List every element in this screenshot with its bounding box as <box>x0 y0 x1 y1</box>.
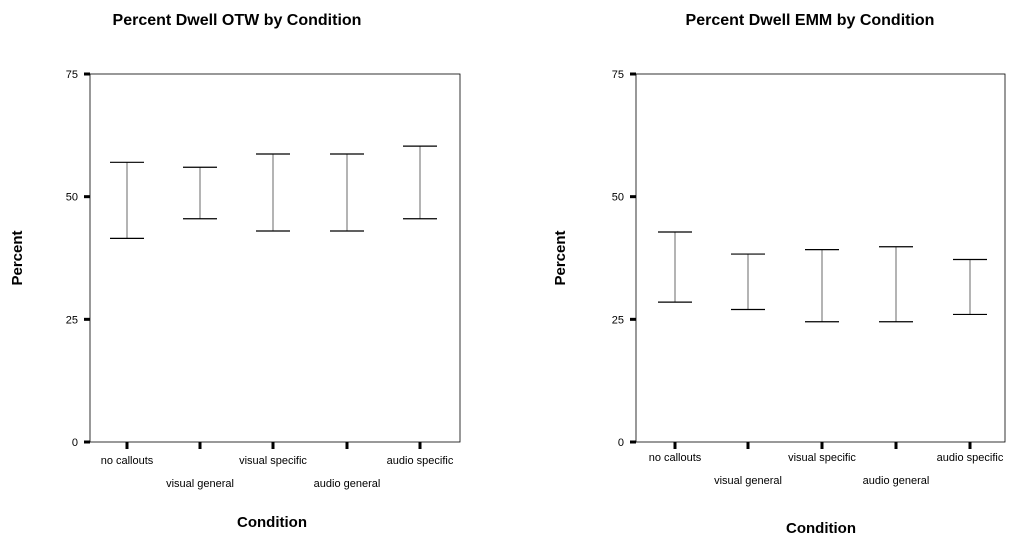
y-axis-ticks: 0 25 50 75 <box>612 69 636 449</box>
y-axis-title: Percent <box>552 230 569 285</box>
error-bar <box>330 153 364 232</box>
x-axis-title: Condition <box>786 520 856 537</box>
y-tick-label: 25 <box>66 314 78 326</box>
error-bar <box>953 258 987 316</box>
x-axis-ticks: no callouts visual general visual specific… <box>649 442 1004 487</box>
y-tick-label: 75 <box>612 69 624 81</box>
error-bar <box>658 231 692 303</box>
y-tick-label: 0 <box>618 437 624 449</box>
error-bars <box>658 231 987 323</box>
x-tick-label: visual general <box>714 475 782 487</box>
error-bar <box>879 246 913 323</box>
y-axis-title: Percent <box>9 230 26 285</box>
chart-otw: Percent Dwell OTW by Condition Percent C… <box>9 12 461 531</box>
x-tick-label: audio general <box>863 475 930 487</box>
error-bar <box>256 153 290 232</box>
error-bar <box>183 166 217 220</box>
chart-title: Percent Dwell EMM by Condition <box>686 12 935 29</box>
y-tick-label: 0 <box>72 437 78 449</box>
y-tick-label: 50 <box>612 192 624 204</box>
x-tick-label: audio specific <box>937 452 1004 464</box>
x-axis-title: Condition <box>237 514 307 531</box>
x-tick-label: visual general <box>166 478 234 490</box>
y-tick-label: 75 <box>66 69 78 81</box>
plot-frame <box>635 73 1006 443</box>
error-bar <box>110 161 144 239</box>
y-tick-label: 25 <box>612 314 624 326</box>
x-tick-label: visual specific <box>239 455 307 467</box>
error-bar <box>731 253 765 311</box>
y-axis-ticks: 0 25 50 75 <box>66 69 90 449</box>
plot-frame <box>89 73 461 443</box>
x-tick-label: no callouts <box>101 455 154 467</box>
x-tick-label: visual specific <box>788 452 856 464</box>
chart-emm: Percent Dwell EMM by Condition Percent C… <box>552 12 1006 537</box>
error-bars <box>110 145 437 239</box>
x-axis-ticks: no callouts visual general visual specific… <box>101 442 454 490</box>
chart-title: Percent Dwell OTW by Condition <box>113 12 362 29</box>
error-bar <box>403 145 437 220</box>
y-tick-label: 50 <box>66 192 78 204</box>
x-tick-label: no callouts <box>649 452 702 464</box>
error-bar <box>805 249 839 323</box>
x-tick-label: audio general <box>314 478 381 490</box>
x-tick-label: audio specific <box>387 455 454 467</box>
